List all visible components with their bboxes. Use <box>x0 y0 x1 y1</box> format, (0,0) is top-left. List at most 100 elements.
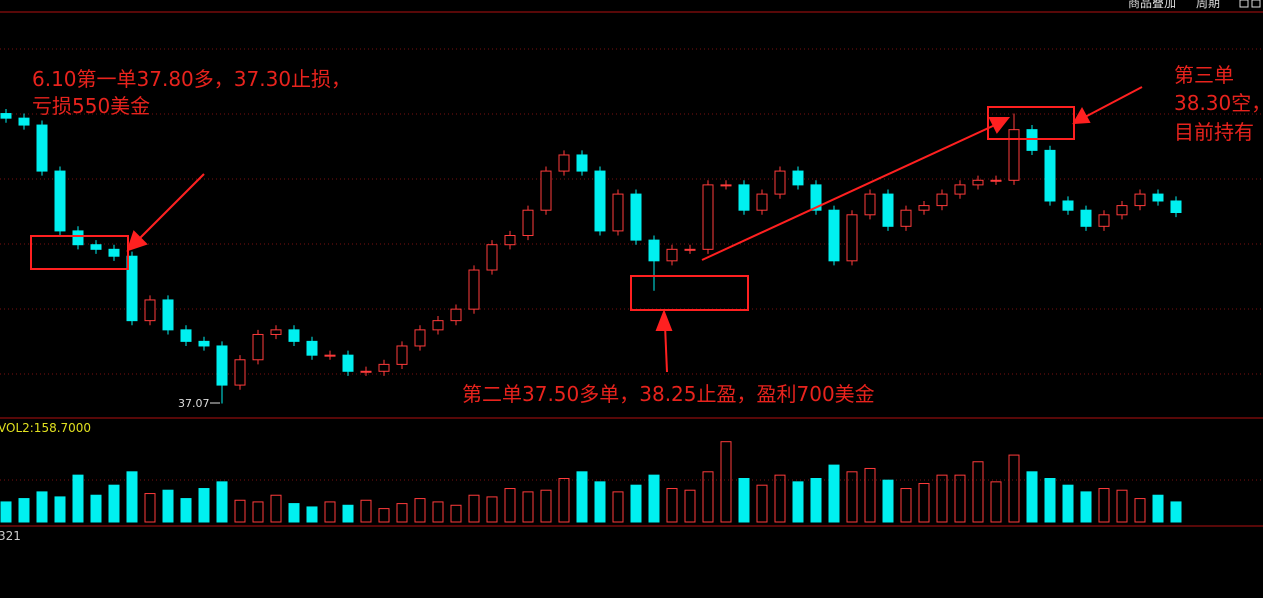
volume-bar <box>648 474 660 523</box>
arrow <box>1084 86 1143 118</box>
volume-bar <box>990 481 1002 523</box>
candle-body <box>954 184 966 195</box>
volume-bar <box>432 501 444 523</box>
volume-bar <box>792 481 804 523</box>
overlay-button[interactable]: 商品叠加 <box>1128 0 1176 10</box>
candle-body <box>18 117 30 126</box>
candle-body <box>36 124 48 172</box>
volume-bar <box>936 474 948 523</box>
window-icon[interactable] <box>1239 0 1249 8</box>
volume-bar <box>774 474 786 523</box>
candle-body <box>720 184 732 187</box>
volume-bar <box>1044 478 1056 523</box>
volume-bar <box>522 491 534 523</box>
candle-body <box>1116 205 1128 216</box>
volume-bar <box>396 503 408 523</box>
volume-bar <box>108 484 120 523</box>
candle-body <box>684 248 696 251</box>
candle-body <box>108 248 120 257</box>
volume-bar <box>576 471 588 523</box>
candle-body <box>90 244 102 250</box>
macd-label: 321 <box>0 529 21 543</box>
volume-bar <box>1134 498 1146 523</box>
candle-body <box>738 184 750 211</box>
candle-body <box>162 299 174 331</box>
volume-bar <box>18 498 30 523</box>
annotation: 目前持有 <box>1174 120 1254 144</box>
candle-body <box>306 340 318 356</box>
annotation: 38.30空， <box>1174 91 1263 115</box>
arrow-head <box>126 230 148 252</box>
volume-bar <box>378 508 390 523</box>
candle-body <box>810 184 822 211</box>
volume-bar <box>1080 491 1092 523</box>
volume-bar <box>0 501 12 523</box>
candle-body <box>324 354 336 357</box>
volume-bar <box>270 494 282 523</box>
candle-body <box>558 154 570 172</box>
volume-bar <box>306 506 318 523</box>
candle-body <box>1026 129 1038 151</box>
candle-body <box>1044 149 1056 202</box>
volume-bar <box>702 471 714 523</box>
volume-bar <box>504 488 516 523</box>
volume-bar <box>360 499 372 523</box>
period-button[interactable]: 周期 <box>1196 0 1220 10</box>
candle-body <box>234 359 246 386</box>
candle-body <box>630 193 642 241</box>
candle-body <box>72 230 84 246</box>
candle-body <box>180 329 192 342</box>
volume-bar <box>738 478 750 523</box>
candle-body <box>396 345 408 365</box>
volume-bar <box>630 484 642 523</box>
candle-body <box>756 193 768 211</box>
volume-bar <box>1026 471 1038 523</box>
volume-bar <box>198 488 210 523</box>
volume-bar <box>972 461 984 523</box>
annotation: 6.10第一单37.80多，37.30止损， <box>32 67 351 91</box>
candle-body <box>648 239 660 262</box>
volume-bar <box>54 496 66 523</box>
candle-body <box>972 179 984 186</box>
volume-bar <box>810 478 822 523</box>
volume-bar <box>900 488 912 523</box>
volume-bar <box>144 493 156 523</box>
volume-bar <box>684 489 696 523</box>
volume-bar <box>594 481 606 523</box>
candle-body <box>594 170 606 232</box>
candle-body <box>1008 129 1020 181</box>
candle-body <box>990 179 1002 182</box>
volume-bar <box>180 498 192 523</box>
candle-body <box>936 193 948 207</box>
volume-bar <box>846 471 858 523</box>
box <box>30 235 129 270</box>
candle-body <box>1062 200 1074 211</box>
volume-bar <box>72 474 84 523</box>
window-icon[interactable] <box>1251 0 1261 8</box>
candle-body <box>774 170 786 195</box>
candle-body <box>1152 193 1164 202</box>
candle-body <box>342 354 354 372</box>
volume-bar <box>36 491 48 523</box>
volume-bar <box>342 504 354 523</box>
candle-body <box>486 244 498 271</box>
candle-body <box>666 248 678 262</box>
marks <box>0 108 1182 523</box>
volume-bar <box>1116 489 1128 523</box>
volume-bar <box>540 489 552 523</box>
arrow <box>664 324 668 373</box>
candle-body <box>144 299 156 322</box>
candle-body <box>270 329 282 335</box>
volume-bar <box>252 501 264 523</box>
volume-bar <box>1062 484 1074 523</box>
volume-bar <box>468 494 480 523</box>
volume-bar <box>324 501 336 523</box>
volume-bar <box>882 479 894 523</box>
arrow <box>137 173 205 241</box>
volume-bar <box>288 503 300 523</box>
candle-body <box>216 345 228 386</box>
volume-bar <box>162 489 174 523</box>
candle-body <box>612 193 624 232</box>
volume-bar <box>720 441 732 523</box>
candle-body <box>882 193 894 227</box>
